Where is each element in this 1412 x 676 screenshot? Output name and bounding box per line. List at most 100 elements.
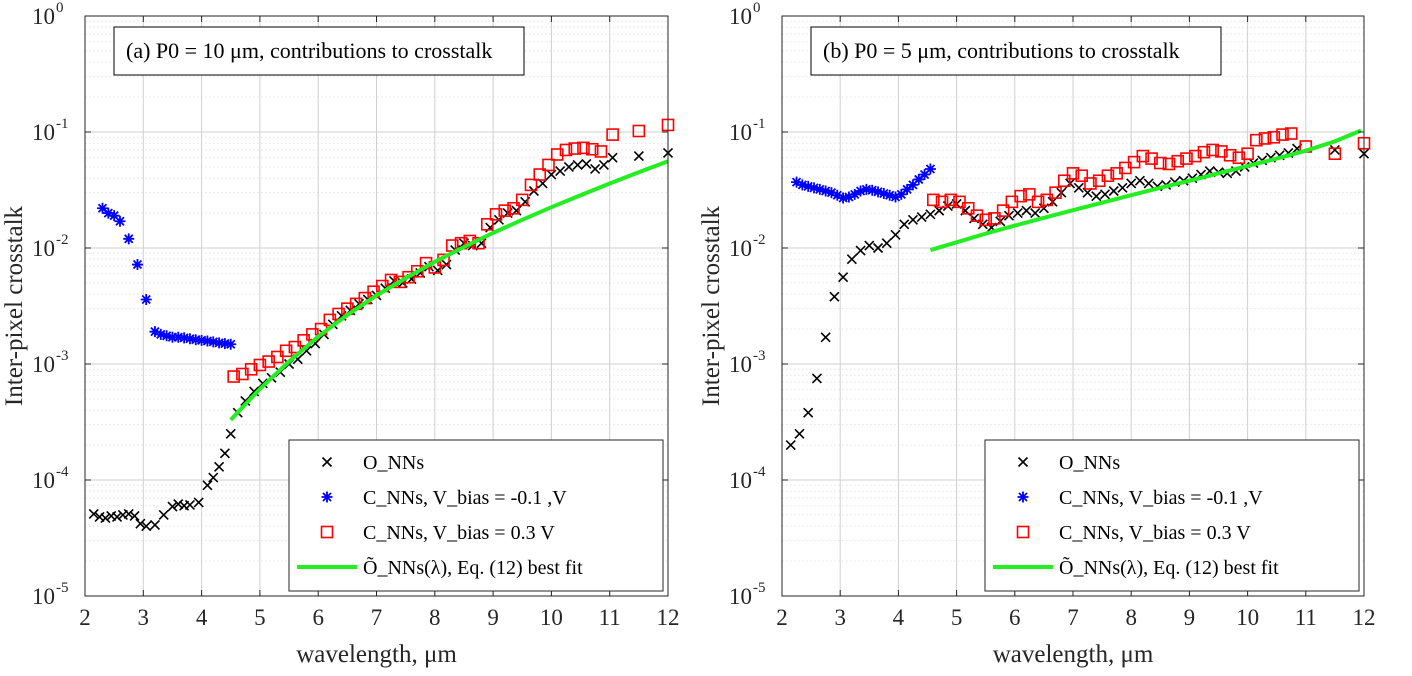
data-point bbox=[208, 472, 219, 483]
data-point bbox=[1091, 191, 1102, 202]
data-point bbox=[1023, 188, 1036, 201]
data-point bbox=[178, 332, 190, 344]
y-tick-label: 10 bbox=[729, 120, 752, 145]
data-point bbox=[1101, 169, 1115, 183]
data-point bbox=[607, 152, 618, 163]
data-point bbox=[193, 497, 204, 508]
data-point bbox=[970, 209, 984, 222]
data-point bbox=[895, 188, 907, 200]
data-point bbox=[577, 141, 590, 155]
data-point bbox=[123, 508, 134, 519]
y-tick-exponent: -2 bbox=[753, 232, 766, 248]
data-point bbox=[811, 373, 822, 384]
data-point bbox=[924, 163, 936, 175]
data-point bbox=[1108, 185, 1119, 197]
y-tick-label: 10 bbox=[729, 584, 752, 609]
y-tick-exponent: -4 bbox=[753, 464, 766, 480]
data-point bbox=[161, 330, 173, 342]
data-point bbox=[173, 499, 184, 510]
x-axis-label: wavelength, μm bbox=[296, 641, 457, 668]
data-point bbox=[572, 159, 583, 171]
data-point bbox=[829, 291, 840, 302]
annotation-box bbox=[810, 26, 1222, 76]
data-point bbox=[1267, 131, 1281, 144]
data-point bbox=[1328, 147, 1342, 161]
data-point bbox=[907, 214, 919, 225]
y-tick-exponent: -3 bbox=[753, 348, 766, 364]
x-tick-label: 11 bbox=[599, 605, 621, 630]
data-point bbox=[838, 272, 849, 283]
data-point bbox=[1276, 128, 1289, 141]
data-point bbox=[1258, 132, 1272, 145]
annotation-box bbox=[113, 26, 525, 76]
x-tick-label: 3 bbox=[834, 605, 846, 630]
data-point bbox=[961, 201, 975, 215]
data-point bbox=[1232, 151, 1246, 165]
data-point bbox=[1180, 152, 1193, 165]
x-axis-label: wavelength, μm bbox=[993, 641, 1154, 668]
x-tick-label: 10 bbox=[1236, 605, 1259, 630]
data-point bbox=[96, 202, 108, 214]
series-line bbox=[229, 159, 669, 422]
data-point bbox=[214, 461, 225, 472]
y-tick-label: 10 bbox=[32, 236, 55, 261]
annotation-text: (b) P0 = 5 μm, contributions to crosstal… bbox=[823, 38, 1180, 63]
y-tick-label: 10 bbox=[32, 468, 55, 493]
legend-marker bbox=[321, 491, 333, 503]
data-point bbox=[155, 328, 167, 340]
data-point bbox=[546, 169, 557, 180]
y-tick-label: 10 bbox=[729, 236, 752, 261]
x-tick-label: 7 bbox=[371, 605, 383, 630]
data-point bbox=[555, 166, 566, 177]
data-point bbox=[207, 336, 219, 348]
data-point bbox=[785, 440, 796, 451]
data-point bbox=[111, 511, 123, 523]
data-point bbox=[590, 163, 601, 175]
x-tick-label: 9 bbox=[487, 605, 499, 630]
x-tick-label: 2 bbox=[79, 605, 91, 630]
data-point bbox=[498, 204, 512, 217]
series-square bbox=[927, 127, 1371, 227]
data-point bbox=[796, 179, 808, 191]
data-point bbox=[802, 180, 814, 192]
data-point bbox=[100, 512, 111, 524]
data-point bbox=[881, 238, 892, 249]
data-point bbox=[1014, 189, 1027, 203]
y-tick-exponent: 0 bbox=[753, 0, 761, 16]
y-tick-exponent: -3 bbox=[56, 348, 69, 364]
x-tick-label: 12 bbox=[657, 605, 680, 630]
x-tick-label: 5 bbox=[254, 605, 266, 630]
data-point bbox=[872, 242, 884, 254]
data-point bbox=[279, 344, 293, 358]
data-point bbox=[831, 189, 843, 201]
data-point bbox=[1171, 154, 1185, 168]
data-point bbox=[916, 211, 927, 223]
data-point bbox=[213, 337, 225, 349]
data-point bbox=[262, 355, 275, 368]
data-point bbox=[849, 188, 861, 200]
legend-marker bbox=[321, 456, 333, 468]
x-tick-label: 6 bbox=[1009, 605, 1021, 630]
data-point bbox=[935, 195, 949, 209]
data-point bbox=[108, 210, 120, 222]
data-point bbox=[219, 448, 230, 459]
data-point bbox=[1134, 175, 1145, 186]
series-* bbox=[96, 202, 237, 350]
data-point bbox=[1021, 205, 1032, 216]
data-point bbox=[524, 178, 538, 192]
legend-marker bbox=[320, 525, 334, 539]
y-tick-exponent: -1 bbox=[56, 116, 69, 132]
data-point bbox=[1031, 195, 1045, 209]
data-point bbox=[814, 183, 826, 195]
data-point bbox=[927, 193, 940, 207]
data-point bbox=[808, 182, 820, 194]
series-square bbox=[227, 118, 675, 383]
data-point bbox=[860, 183, 872, 195]
data-point bbox=[1040, 193, 1054, 207]
data-point bbox=[581, 158, 592, 170]
legend: O_NNs C_NNs, V_bias = -0.1 ,V C_NNs, V_bia… bbox=[984, 439, 1360, 592]
y-tick-label: 10 bbox=[729, 4, 752, 29]
data-point bbox=[1066, 167, 1080, 180]
y-tick-exponent: -1 bbox=[753, 116, 766, 132]
